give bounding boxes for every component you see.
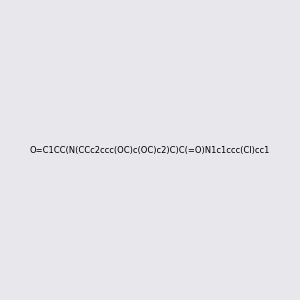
Text: O=C1CC(N(CCc2ccc(OC)c(OC)c2)C)C(=O)N1c1ccc(Cl)cc1: O=C1CC(N(CCc2ccc(OC)c(OC)c2)C)C(=O)N1c1c… — [30, 146, 270, 154]
